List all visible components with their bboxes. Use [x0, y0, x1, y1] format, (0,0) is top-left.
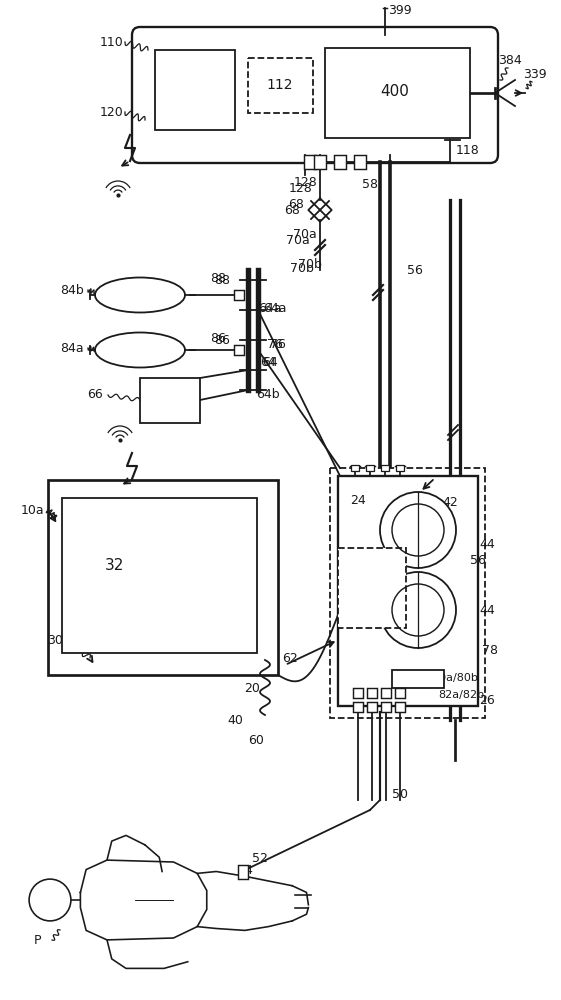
Text: 70a: 70a [286, 233, 310, 246]
Bar [48, 480, 278, 675]
Text: 44: 44 [479, 603, 495, 616]
Text: 56: 56 [407, 263, 423, 276]
Bar [314, 155, 326, 169]
Text: 76: 76 [267, 338, 283, 352]
Text: 26: 26 [479, 694, 495, 706]
Text: 78: 78 [482, 644, 498, 656]
Circle shape [29, 879, 71, 921]
Text: 64b: 64b [256, 388, 280, 401]
Text: 88: 88 [210, 271, 226, 284]
Text: 339: 339 [523, 68, 547, 82]
Text: 84a: 84a [60, 342, 84, 355]
Bar [234, 290, 244, 300]
Bar [381, 688, 391, 698]
Ellipse shape [95, 332, 185, 367]
Text: 44: 44 [479, 538, 495, 552]
Text: 64: 64 [262, 356, 278, 368]
Bar [234, 345, 244, 355]
Text: 82a/82b: 82a/82b [438, 690, 484, 700]
Text: 128: 128 [294, 176, 318, 190]
Text: 32: 32 [105, 558, 125, 572]
Text: 52: 52 [252, 852, 268, 864]
Text: 68: 68 [288, 198, 304, 212]
Bar [381, 702, 391, 712]
Bar [238, 865, 248, 879]
Bar [396, 465, 404, 471]
Bar [367, 688, 377, 698]
Bar [325, 48, 470, 138]
Text: 400: 400 [380, 85, 410, 100]
FancyBboxPatch shape [132, 27, 498, 163]
Text: 86: 86 [214, 334, 230, 347]
Bar [381, 465, 389, 471]
Bar [155, 50, 235, 130]
Bar [330, 468, 485, 718]
Bar [353, 702, 363, 712]
Text: 76: 76 [270, 338, 286, 352]
Text: 112: 112 [266, 78, 293, 92]
Text: 110: 110 [100, 35, 124, 48]
Text: 84b: 84b [60, 284, 84, 296]
Text: 120: 120 [100, 105, 124, 118]
Bar [351, 465, 359, 471]
Text: 20: 20 [244, 682, 260, 694]
Bar [367, 702, 377, 712]
Bar [366, 465, 374, 471]
Bar [354, 155, 366, 169]
Text: 10a: 10a [20, 504, 44, 516]
Circle shape [380, 572, 456, 648]
Circle shape [380, 492, 456, 568]
Text: 60: 60 [248, 734, 264, 746]
Text: 70b: 70b [298, 258, 322, 271]
Text: 88: 88 [214, 273, 230, 286]
Text: 42: 42 [442, 495, 458, 508]
Text: 68: 68 [284, 204, 300, 217]
Text: 384: 384 [498, 53, 522, 66]
Text: 399: 399 [388, 3, 412, 16]
Bar [395, 688, 405, 698]
Text: 54: 54 [237, 863, 253, 876]
Bar [338, 548, 406, 628]
Text: 118: 118 [456, 143, 480, 156]
Bar [62, 498, 257, 653]
Text: 128: 128 [289, 182, 313, 194]
Bar [140, 378, 200, 423]
Text: 30: 30 [47, 634, 63, 647]
Text: 70a: 70a [293, 229, 317, 241]
Text: 64: 64 [260, 356, 276, 368]
Text: 86: 86 [210, 332, 226, 344]
Text: P: P [34, 934, 42, 946]
Text: 24: 24 [350, 493, 366, 506]
Ellipse shape [95, 277, 185, 312]
Text: 66: 66 [87, 388, 103, 401]
Text: 80a/80b: 80a/80b [432, 673, 478, 683]
Text: 56: 56 [470, 554, 486, 566]
Text: 62: 62 [282, 652, 298, 664]
Bar [353, 688, 363, 698]
Bar [248, 58, 313, 113]
Bar [304, 155, 316, 169]
Bar [338, 476, 478, 706]
Text: 40: 40 [227, 714, 243, 726]
Text: 50: 50 [392, 788, 408, 802]
Bar [392, 670, 444, 688]
Text: 64a: 64a [263, 302, 287, 314]
Bar [334, 155, 346, 169]
Text: 58: 58 [362, 178, 378, 192]
Bar [395, 702, 405, 712]
Text: 64a: 64a [258, 302, 282, 314]
Text: 22: 22 [347, 584, 363, 596]
Text: 70b: 70b [290, 261, 314, 274]
